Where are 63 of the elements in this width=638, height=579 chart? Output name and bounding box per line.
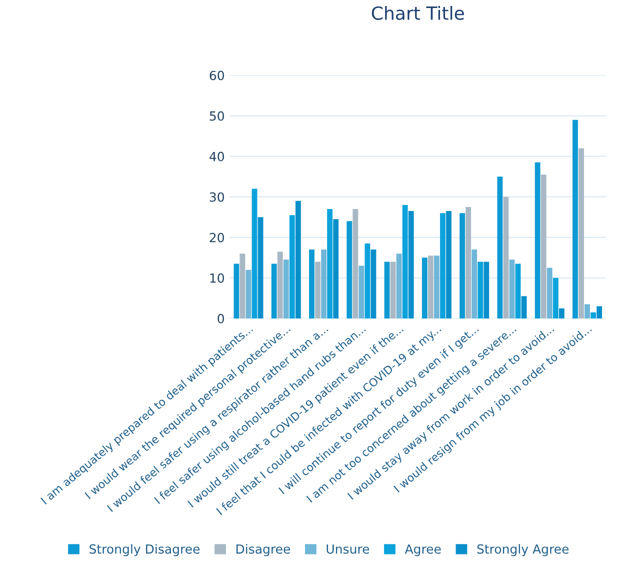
bar	[484, 262, 490, 318]
bar	[364, 243, 370, 318]
bar	[440, 213, 446, 318]
bar	[578, 148, 584, 318]
legend-label: Disagree	[236, 544, 290, 556]
bar	[346, 221, 352, 318]
y-tick-label: 20	[210, 232, 224, 242]
bar	[428, 256, 434, 318]
bar	[572, 120, 578, 318]
bar	[515, 264, 521, 318]
bar	[234, 264, 240, 318]
chart-title: Chart Title	[372, 6, 464, 20]
bar	[590, 312, 596, 318]
bar	[552, 278, 558, 318]
bar	[271, 264, 277, 318]
bar	[521, 296, 527, 318]
bar	[309, 250, 314, 318]
bar	[596, 306, 602, 318]
bar	[283, 260, 289, 318]
bar	[315, 262, 320, 318]
bar	[584, 304, 590, 318]
bar	[558, 308, 564, 318]
bar	[384, 262, 390, 318]
bar	[503, 196, 509, 318]
bar	[352, 209, 358, 318]
bar	[478, 262, 484, 318]
bar	[546, 268, 552, 318]
bar	[460, 213, 466, 318]
bar	[472, 250, 478, 318]
bar	[509, 260, 515, 318]
bar	[246, 270, 252, 318]
y-tick-label: 30	[210, 192, 224, 202]
legend-label: Strongly Disagree	[90, 544, 200, 556]
y-tick-label: 10	[210, 273, 224, 283]
bar	[422, 258, 428, 318]
bar	[289, 215, 295, 318]
bar	[295, 200, 301, 318]
bar	[466, 206, 472, 318]
legend-label: Unsure	[326, 544, 370, 554]
bar	[327, 209, 333, 318]
bar	[258, 217, 264, 318]
bar	[497, 176, 503, 318]
y-tick-label: 60	[210, 70, 224, 80]
bar	[370, 250, 376, 318]
bar	[534, 162, 540, 318]
bar	[240, 254, 246, 318]
y-tick-label: 40	[210, 152, 224, 162]
bar	[358, 266, 364, 318]
bar	[446, 211, 452, 318]
bar	[390, 262, 396, 318]
bar	[277, 252, 283, 318]
bar	[252, 188, 258, 318]
legend-label: Strongly Agree	[477, 544, 569, 556]
y-tick-label: 0	[218, 314, 224, 324]
bar	[333, 219, 339, 318]
y-tick-label: 50	[210, 111, 224, 121]
bar	[321, 250, 326, 318]
bar	[396, 254, 402, 318]
bar	[408, 211, 414, 318]
bar	[540, 174, 546, 318]
bar	[402, 204, 408, 318]
bar	[434, 256, 440, 318]
legend-label: Agree	[404, 544, 441, 556]
